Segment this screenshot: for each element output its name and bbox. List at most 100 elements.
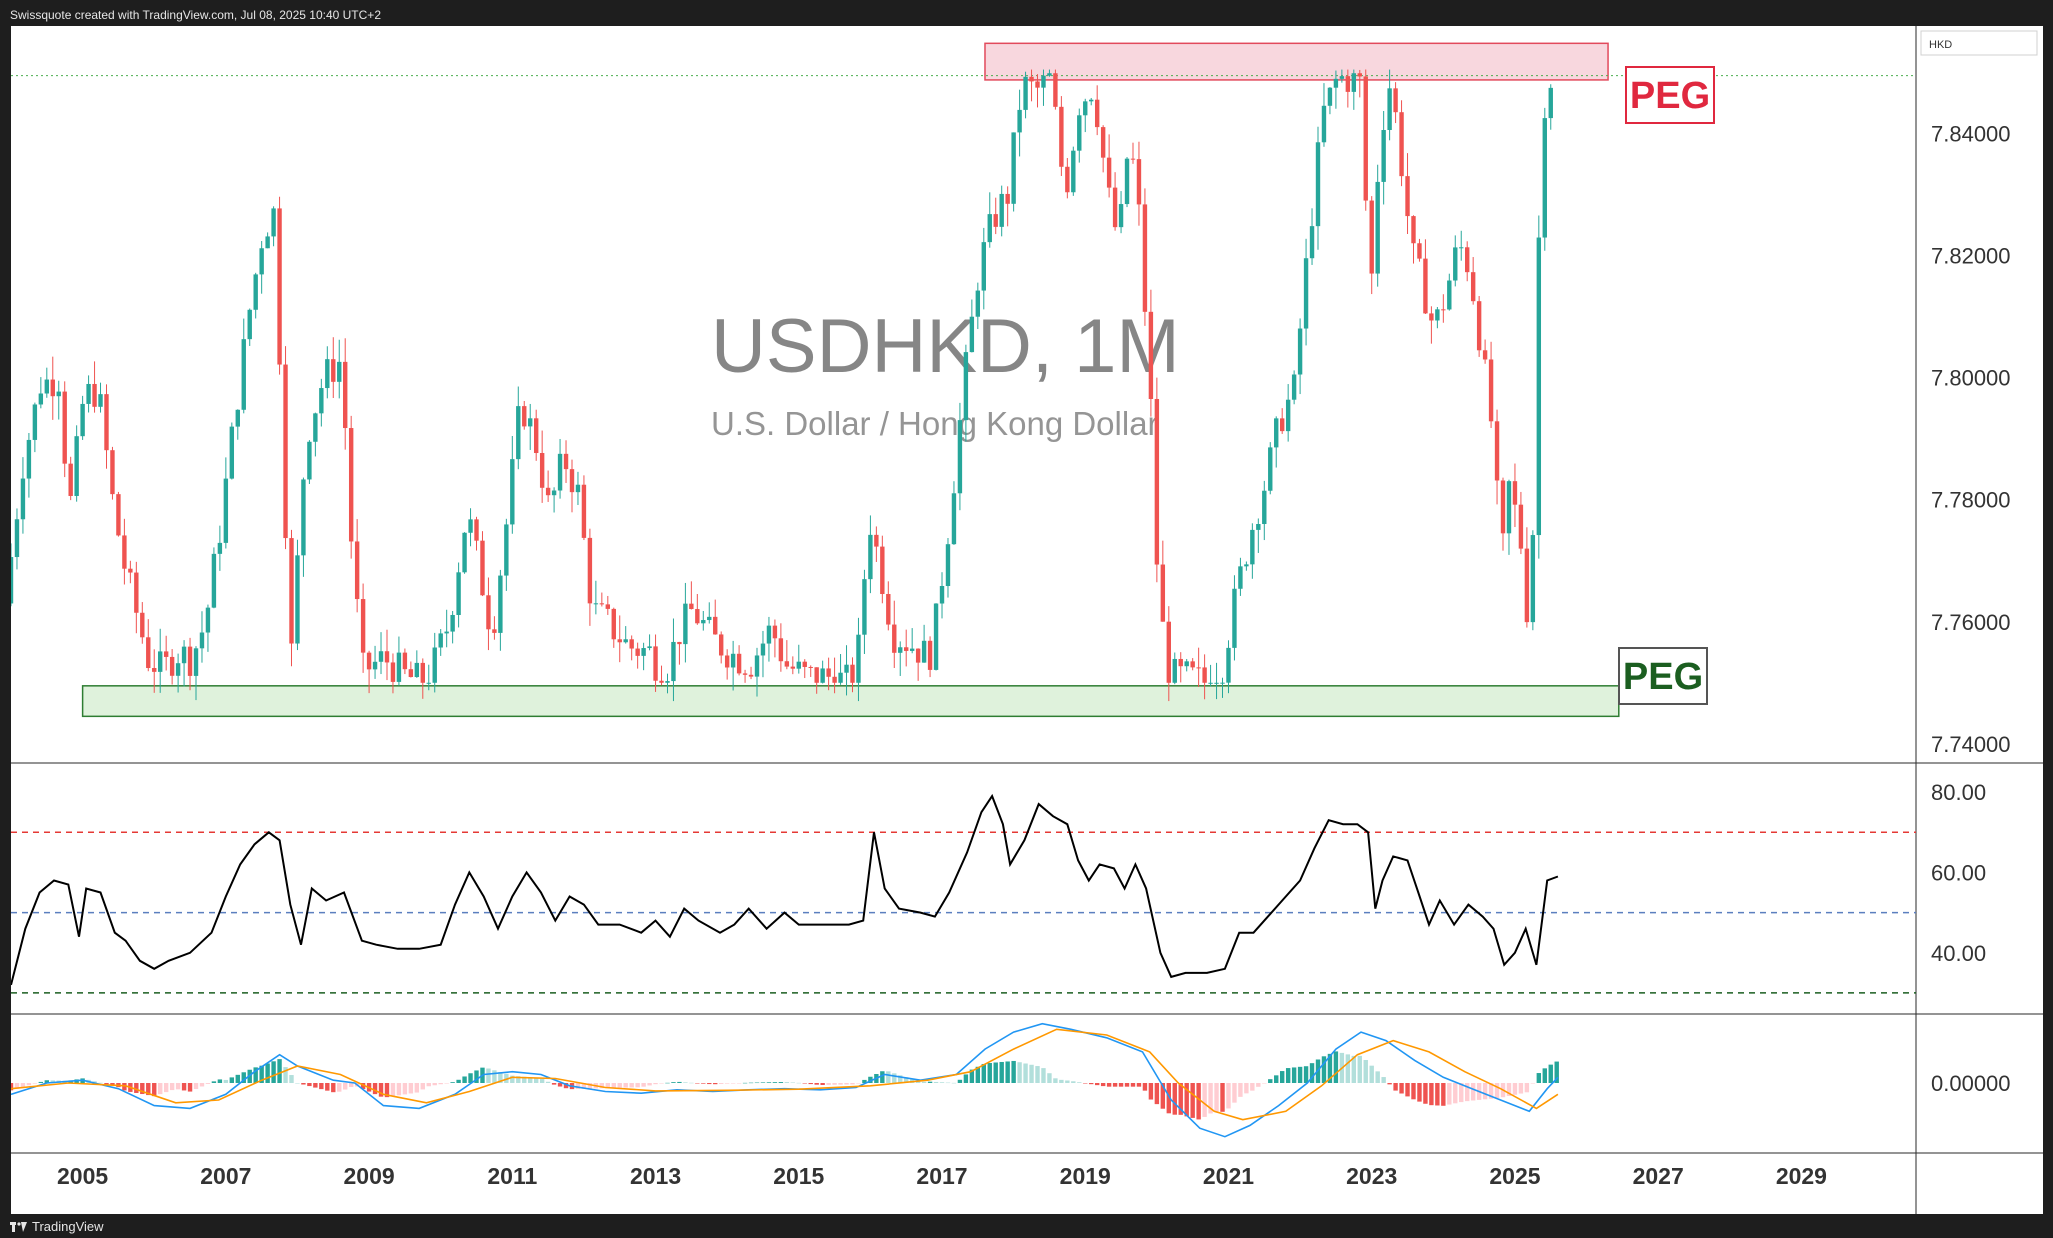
macd-histogram-bar	[1148, 1083, 1154, 1100]
candle-body	[713, 616, 718, 635]
macd-histogram-bar	[1089, 1083, 1094, 1085]
macd-histogram-bar	[826, 1083, 831, 1085]
macd-histogram-bar	[1065, 1080, 1070, 1083]
candle-body	[784, 661, 790, 667]
macd-histogram-bar	[1154, 1083, 1160, 1105]
candle-body	[1518, 504, 1524, 549]
macd-histogram-bar	[217, 1079, 223, 1083]
peg-top-label-box[interactable]	[1625, 66, 1715, 124]
macd-histogram-bar	[551, 1083, 557, 1085]
macd-histogram-bar	[969, 1069, 975, 1083]
peg-top-zone[interactable]	[984, 42, 1609, 81]
candle-body	[32, 404, 38, 440]
macd-histogram-bar	[1465, 1083, 1470, 1102]
candle-body	[1142, 204, 1148, 312]
candle-body	[617, 639, 622, 643]
macd-histogram-bar	[492, 1070, 497, 1083]
macd-histogram-bar	[289, 1075, 294, 1083]
macd-histogram-bar	[331, 1083, 336, 1093]
candle-body	[1435, 309, 1440, 321]
macd-histogram-bar	[390, 1083, 396, 1097]
macd-signal-line	[10, 1028, 1559, 1121]
candle-body	[563, 453, 569, 470]
macd-histogram-bar	[1321, 1056, 1327, 1083]
macd-histogram-bar	[641, 1083, 646, 1087]
candle-body	[175, 663, 181, 676]
macd-histogram-bar	[146, 1083, 151, 1096]
candle-body	[80, 403, 85, 437]
candle-body	[44, 379, 50, 394]
candle-body	[969, 316, 975, 353]
macd-histogram-bar	[1327, 1053, 1333, 1083]
macd-histogram-bar	[617, 1083, 622, 1088]
time-tick-label: 2017	[916, 1163, 967, 1189]
macd-histogram-bar	[647, 1083, 652, 1086]
candle-body	[545, 487, 551, 496]
macd-histogram-bar	[1112, 1083, 1118, 1087]
candle-body	[1357, 73, 1362, 77]
candle-body	[1160, 564, 1166, 622]
macd-histogram-bar	[1053, 1078, 1058, 1083]
macd-axis: 0.00000	[1931, 1071, 2011, 1096]
chart-svg[interactable]: HKD USDHKD, 1M U.S. Dollar / Hong Kong D…	[8, 26, 2043, 1214]
candle-body	[1208, 682, 1213, 684]
candle-body	[1381, 129, 1386, 182]
macd-histogram-bar	[26, 1083, 32, 1086]
candle-body	[1106, 157, 1112, 188]
macd-histogram-bar	[408, 1083, 414, 1094]
candle-body	[1112, 187, 1118, 228]
candle-body	[1530, 535, 1536, 623]
macd-histogram-bar	[1071, 1081, 1076, 1083]
candle-body	[390, 662, 396, 682]
macd-histogram-bar	[1274, 1075, 1279, 1083]
candle-body	[104, 394, 109, 451]
time-tick-label: 2029	[1776, 1163, 1827, 1189]
candle-body	[886, 594, 891, 625]
macd-histogram-bar	[730, 1083, 736, 1084]
candle-body	[1351, 73, 1357, 92]
candle-body	[892, 624, 897, 653]
macd-histogram-bar	[1130, 1083, 1136, 1087]
candle-body	[1232, 588, 1237, 648]
macd-histogram-bar	[14, 1083, 20, 1089]
macd-histogram-bar	[1035, 1066, 1040, 1083]
attribution-bar: Swissquote created with TradingView.com,…	[0, 0, 2053, 26]
rsi-tick-label: 60.00	[1931, 860, 1986, 885]
macd-histogram-bar	[814, 1083, 819, 1085]
candle-body	[510, 459, 515, 525]
tradingview-brand[interactable]: TradingView	[10, 1219, 104, 1234]
macd-histogram-bar	[1285, 1068, 1291, 1083]
macd-histogram-bar	[384, 1083, 390, 1098]
candle-body	[671, 641, 676, 682]
macd-histogram-bar	[581, 1083, 587, 1089]
macd-histogram-bar	[1411, 1083, 1416, 1100]
candle-body	[1053, 73, 1058, 107]
candle-body	[1309, 226, 1315, 259]
candle-body	[533, 418, 539, 454]
candle-body	[480, 540, 485, 596]
macd-histogram-bar	[1279, 1071, 1285, 1083]
candle-body	[1136, 159, 1142, 205]
candle-body	[814, 667, 819, 683]
candle-body	[1100, 127, 1106, 158]
macd-histogram-bar	[1220, 1083, 1225, 1112]
candle-body	[8, 557, 14, 604]
candle-body	[384, 651, 390, 663]
peg-bottom-label-box[interactable]	[1618, 647, 1708, 705]
candle-body	[1327, 87, 1333, 106]
candle-body	[898, 647, 903, 653]
candle-body	[1202, 667, 1207, 683]
peg-bottom-zone[interactable]	[81, 685, 1620, 718]
candle-body	[444, 631, 449, 634]
candle-body	[68, 463, 73, 496]
candle-body	[116, 494, 121, 536]
candle-body	[772, 625, 778, 639]
candle-body	[551, 490, 557, 496]
chart-container[interactable]: HKD USDHKD, 1M U.S. Dollar / Hong Kong D…	[8, 26, 2043, 1226]
candle-body	[868, 534, 873, 580]
macd-histogram-bar	[1345, 1054, 1351, 1083]
candle-body	[915, 648, 921, 663]
macd-histogram-bar	[629, 1083, 634, 1088]
candle-body	[283, 364, 288, 539]
macd-histogram-bar	[742, 1082, 748, 1084]
